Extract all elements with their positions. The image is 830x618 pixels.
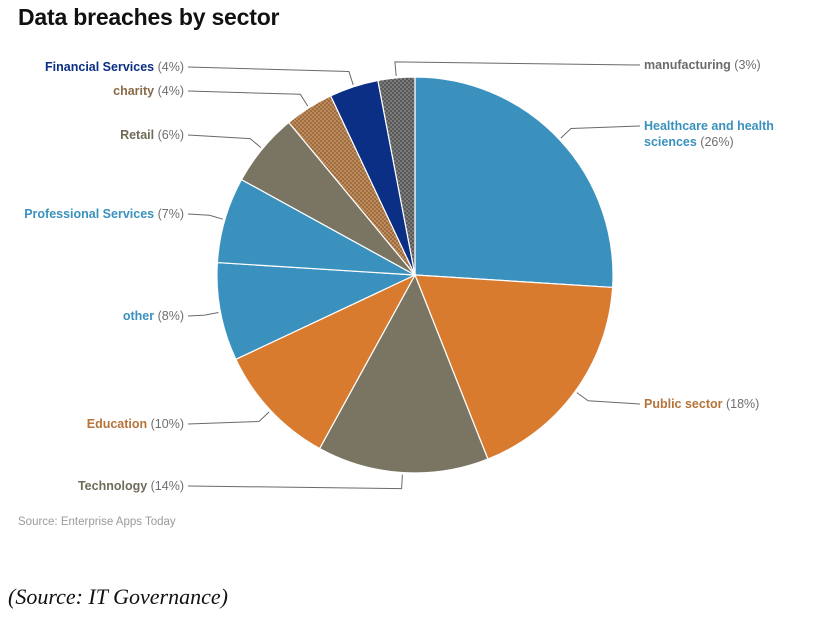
label-financial-services-name: Financial Services [45, 60, 154, 74]
label-retail-name: Retail [120, 128, 154, 142]
pie-slices [216, 76, 614, 474]
label-other-name: other [123, 309, 154, 323]
label-healthcare-and-health-sciences-percent: (26%) [697, 135, 734, 149]
slice-labels: Healthcare and health sciences (26%) Publi… [24, 58, 774, 493]
pie-slice-healthcare-and-health-sciences [414, 76, 614, 289]
leader-line-manufacturing [394, 61, 641, 76]
label-charity-percent: (4%) [154, 84, 184, 98]
pie-slice-education [235, 273, 417, 450]
pie-slice-manufacturing [377, 76, 416, 276]
label-charity-name: charity [113, 84, 154, 98]
label-technology-name: Technology [78, 479, 147, 493]
leader-line-technology [187, 474, 403, 490]
leader-line-retail [187, 134, 262, 148]
label-healthcare-and-health-sciences: Healthcare and health sciences (26%) [644, 119, 774, 149]
label-public-sector-name: Public sector [644, 397, 723, 411]
label-healthcare-and-health-sciences-name: Healthcare and health [644, 119, 774, 133]
label-retail: Retail (6%) [120, 128, 184, 142]
label-financial-services: Financial Services (4%) [45, 60, 184, 74]
label-other-percent: (8%) [154, 309, 184, 323]
pie-chart: Healthcare and health sciences (26%) Publi… [24, 58, 774, 493]
label-financial-services-percent: (4%) [154, 60, 184, 74]
label-manufacturing-percent: (3%) [731, 58, 761, 72]
label-technology: Technology (14%) [78, 479, 184, 493]
image-caption: (Source: IT Governance) [8, 584, 228, 609]
label-professional-services: Professional Services (7%) [24, 207, 184, 221]
leader-line-other [187, 312, 219, 317]
pie-slice-public-sector [414, 274, 614, 460]
label-manufacturing-name: manufacturing [644, 58, 731, 72]
pie-slice-other [216, 261, 416, 361]
label-education-percent: (10%) [147, 417, 184, 431]
leader-line-education [187, 411, 270, 425]
leader-line-public-sector [576, 392, 641, 405]
label-education-name: Education [87, 417, 147, 431]
label-public-sector-percent: (18%) [723, 397, 760, 411]
chart-title: Data breaches by sector [18, 4, 280, 30]
label-public-sector: Public sector (18%) [644, 397, 759, 411]
label-professional-services-percent: (7%) [154, 207, 184, 221]
label-retail-percent: (6%) [154, 128, 184, 142]
leader-line-charity [187, 90, 309, 107]
leader-line-healthcare-and-health [560, 125, 641, 139]
source-note: Source: Enterprise Apps Today [18, 516, 176, 528]
label-technology-percent: (14%) [147, 479, 184, 493]
pie-slice-technology [318, 273, 489, 474]
label-healthcare-and-health-sciences-name-line2: sciences [644, 135, 697, 149]
label-manufacturing: manufacturing (3%) [644, 58, 761, 72]
label-charity: charity (4%) [113, 84, 184, 98]
label-other: other (8%) [123, 309, 184, 323]
leader-lines [187, 61, 641, 490]
label-professional-services-name: Professional Services [24, 207, 154, 221]
label-education: Education (10%) [87, 417, 184, 431]
leader-line-professional-services [187, 213, 224, 220]
leader-line-financial-services [187, 66, 354, 85]
